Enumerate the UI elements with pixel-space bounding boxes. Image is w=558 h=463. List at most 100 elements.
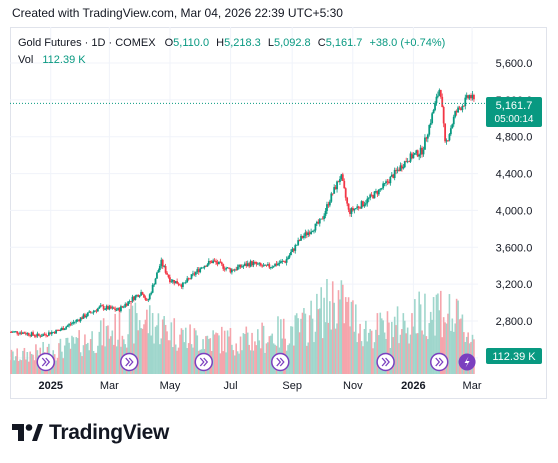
volume-bar [435, 294, 438, 374]
volume-bar [71, 335, 73, 374]
candle-body [418, 154, 421, 157]
volume-bar [414, 299, 416, 374]
candle-body [174, 281, 177, 284]
volume-bar [353, 331, 356, 374]
candle-body [133, 296, 135, 300]
volume-bar [97, 345, 99, 374]
candle-body [66, 325, 69, 327]
candle-body [252, 262, 255, 266]
candle-body [26, 333, 29, 335]
candle-body [336, 181, 338, 190]
volume-bar [396, 306, 399, 374]
candle-body [147, 299, 150, 301]
price-chart[interactable]: 2,400.02,800.03,200.03,600.04,000.04,400… [10, 27, 547, 399]
tradingview-logo: TradingView [12, 421, 169, 445]
candle-body [71, 323, 73, 325]
svg-text:Gold Futures · 1D · COMEX: Gold Futures · 1D · COMEX O5,110.0 H5,21… [18, 37, 445, 49]
candle-body [392, 174, 395, 178]
volume-bar [336, 323, 338, 374]
volume-bar [160, 338, 163, 374]
volume-bar [128, 308, 131, 374]
candle-body [91, 312, 94, 314]
candle-body [42, 334, 45, 337]
candle-body [313, 230, 315, 232]
volume-bar [108, 338, 111, 374]
volume-bar [193, 328, 196, 374]
candle-body [79, 317, 82, 322]
candle-body [206, 264, 209, 267]
volume-bar [399, 334, 402, 374]
volume-bar [22, 350, 24, 374]
volume-bar [334, 328, 337, 374]
candle-body [461, 105, 464, 111]
candle-body [127, 301, 130, 306]
candle-body [229, 268, 232, 273]
volume-bar [66, 337, 69, 374]
candle-body [121, 306, 124, 308]
volume-bar [184, 327, 187, 374]
candle-body [166, 272, 168, 275]
volume-bar [134, 302, 137, 374]
volume-bar [382, 320, 384, 374]
volume-bar [33, 360, 36, 374]
legend-high: 5,218.3 [224, 37, 261, 49]
candle-body [388, 182, 390, 184]
volume-bar [79, 352, 82, 374]
volume-bar [35, 344, 37, 374]
volume-bar [17, 361, 20, 374]
volume-bar [27, 361, 30, 374]
candle-body [259, 263, 262, 266]
candle-body [468, 95, 471, 99]
candle-body [437, 95, 439, 97]
volume-bar [282, 318, 285, 374]
time-axis: 2025 Mar May Jul Sep Nov 2026 Mar [38, 380, 481, 392]
chart-caption: Created with TradingView.com, Mar 04, 20… [12, 6, 343, 20]
volume-bar [177, 347, 180, 374]
volume-bar [454, 323, 456, 374]
candle-body [203, 265, 206, 268]
candle-body [76, 319, 79, 321]
candle-body [425, 137, 428, 139]
candle-body [442, 106, 445, 124]
candle-body [95, 310, 98, 312]
volume-bar [262, 325, 265, 374]
candle-body [46, 335, 49, 337]
candle-body [406, 161, 409, 163]
volume-bar [180, 328, 183, 374]
candle-body [385, 181, 387, 184]
candle-body [373, 191, 376, 199]
volume-bar [255, 345, 258, 374]
volume-bar [248, 344, 250, 374]
candle-body [192, 273, 194, 275]
volume-bar [213, 334, 216, 374]
last-price-label: 5,161.7 [496, 100, 533, 112]
candle-body [393, 169, 396, 178]
candle-body [426, 134, 429, 139]
volume-bar [231, 344, 233, 374]
candle-body [366, 198, 369, 204]
candle-body [200, 267, 203, 269]
double-chevron-icon [199, 357, 209, 367]
candle-body [451, 124, 454, 129]
legend-close: 5,161.7 [326, 37, 363, 49]
volume-bar [419, 304, 422, 374]
volume-bar [226, 330, 229, 374]
volume-bar [331, 281, 334, 374]
volume-bar [140, 328, 142, 374]
volume-bar [445, 323, 448, 374]
volume-bar [320, 287, 323, 374]
y-tick-label: 4,000.0 [496, 205, 533, 217]
legend-symbol: Gold Futures · 1D · COMEX [18, 37, 156, 49]
candle-body [441, 96, 444, 107]
candle-body [295, 244, 298, 246]
volume-bar [267, 342, 269, 374]
candle-body [457, 107, 459, 113]
volume-bar [114, 313, 116, 374]
candle-body [380, 188, 383, 190]
volume-bar [277, 316, 279, 374]
candle-body [158, 265, 161, 271]
volume-bar [163, 316, 165, 374]
volume-bar [25, 359, 27, 374]
volume-bar [415, 333, 418, 374]
candle-body [40, 336, 43, 337]
